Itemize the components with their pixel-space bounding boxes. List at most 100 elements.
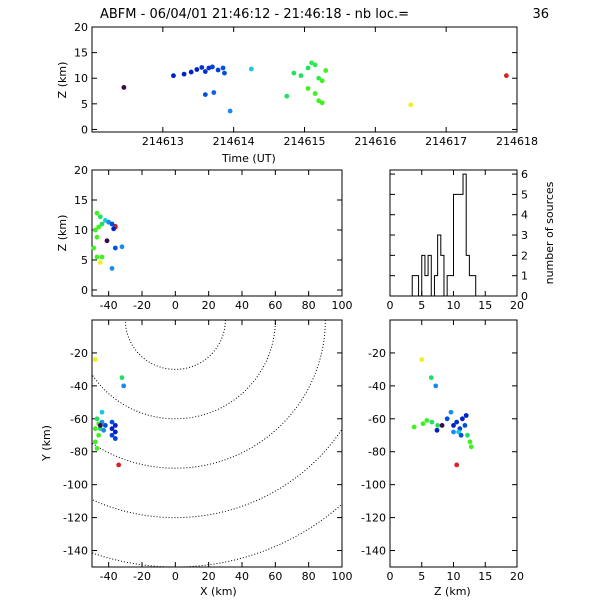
source-point	[429, 419, 435, 425]
source-point	[97, 422, 103, 428]
x-tick-label: 100	[332, 299, 353, 312]
y-tick-label: -140	[63, 545, 88, 558]
x-tick-label: 20	[202, 299, 216, 312]
x-altitude-frame	[91, 169, 343, 297]
histogram-ylabel: number of sources	[543, 181, 556, 284]
time-altitude-frame	[91, 26, 518, 133]
x-tick-label: 5	[418, 299, 425, 312]
source-point	[99, 409, 105, 415]
time-altitude-ticks: 214613 214614 214615 214616 214617 214618 0 5 10…	[74, 21, 538, 148]
plan-view-xlabel: X (km)	[200, 585, 237, 598]
source-point	[181, 71, 187, 77]
source-point	[171, 73, 176, 79]
figure-title: ABFM - 06/04/01 21:46:12 - 21:46:18 - nb…	[100, 7, 549, 22]
y-tick-label: 10	[74, 72, 88, 85]
source-point	[199, 65, 205, 70]
source-point	[435, 422, 441, 428]
source-point	[96, 224, 102, 230]
source-point	[109, 266, 115, 271]
x-tick-label: 214614	[213, 135, 255, 148]
y-tick-label: 20	[74, 21, 88, 34]
x-tick-label: 60	[268, 570, 282, 583]
panel-time-altitude: 214613 214614 214615 214616 214617 214618 0 5 10…	[56, 21, 538, 165]
source-point	[424, 418, 430, 423]
y-tick-label: 5	[81, 98, 88, 111]
y-tick-label: -140	[361, 545, 386, 558]
y-tick-label: 0	[521, 290, 528, 303]
source-point	[298, 73, 304, 79]
x-tick-label: 214617	[425, 135, 467, 148]
source-point	[121, 383, 127, 389]
source-point	[94, 254, 100, 260]
source-point	[459, 416, 465, 422]
x-tick-label: 0	[387, 570, 394, 583]
y-tick-label: -100	[63, 479, 88, 492]
histogram-bin	[457, 194, 460, 296]
source-point	[227, 108, 233, 114]
source-point	[94, 416, 100, 422]
y-tick-label: 5	[521, 188, 528, 201]
source-point	[210, 64, 215, 70]
source-point	[433, 383, 439, 389]
source-point	[316, 98, 322, 104]
z-y-points	[411, 357, 474, 468]
y-tick-label: -80	[368, 446, 386, 459]
source-point	[112, 436, 118, 441]
histogram-bars	[390, 173, 517, 297]
source-point	[215, 67, 221, 73]
source-point	[411, 424, 417, 430]
source-point	[419, 357, 425, 362]
x-altitude-ylabel: Z (km)	[56, 215, 69, 252]
z-y-ticks: 0 5 10 15 20 -20 -40 -60 -80 -100 -120 -140	[361, 320, 524, 583]
source-point	[99, 221, 105, 227]
source-point	[119, 375, 125, 381]
source-point	[434, 427, 440, 433]
source-point	[94, 210, 100, 216]
range-ring	[92, 428, 342, 519]
histogram-bin	[469, 276, 472, 296]
y-tick-label: -40	[70, 380, 88, 393]
x-tick-label: 0	[172, 299, 179, 312]
source-point	[94, 446, 100, 451]
time-altitude-ylabel: Z (km)	[56, 62, 69, 99]
source-point	[92, 357, 98, 362]
z-y-xlabel: Z (km)	[434, 585, 471, 598]
plan-view-ylabel: Y (km)	[40, 425, 53, 462]
source-point	[194, 67, 200, 72]
source-point	[309, 60, 314, 66]
source-point	[312, 62, 318, 68]
source-point	[109, 221, 115, 227]
title-text: ABFM - 06/04/01 21:46:12 - 21:46:18 - nb…	[100, 7, 409, 22]
x-tick-label: 0	[387, 299, 394, 312]
time-axis-label: Time (UT)	[221, 152, 276, 165]
source-point	[468, 444, 474, 450]
source-point	[456, 429, 461, 435]
plan-view-points	[92, 357, 127, 468]
source-point	[188, 69, 194, 75]
x-tick-label: 5	[418, 570, 425, 583]
source-point	[220, 65, 226, 71]
plan-view-frame	[91, 319, 343, 568]
source-point	[316, 75, 322, 81]
source-point	[109, 432, 115, 438]
source-point	[101, 427, 107, 433]
plan-view-ticks: -40 -20 0 20 40 60 80 100 -20 -40 -60 -80 -100 -120 -1…	[63, 320, 353, 583]
y-tick-label: -20	[70, 347, 88, 360]
source-point	[111, 226, 117, 232]
y-tick-label: 6	[521, 168, 528, 181]
histogram-bin	[425, 276, 428, 296]
panel-plan-view: -40 -20 0 20 40 60 80 100 -20 -40 -60 -80 -100 -120 -1…	[40, 319, 353, 598]
x-altitude-points	[91, 210, 125, 271]
source-point	[454, 419, 460, 425]
y-tick-label: 15	[74, 47, 88, 60]
x-tick-label: 80	[302, 299, 316, 312]
source-point	[451, 429, 456, 435]
time-altitude-points	[121, 60, 509, 114]
x-tick-label: 15	[478, 570, 492, 583]
source-point	[454, 462, 460, 468]
y-tick-label: -120	[361, 512, 386, 525]
x-tick-label: 20	[202, 570, 216, 583]
